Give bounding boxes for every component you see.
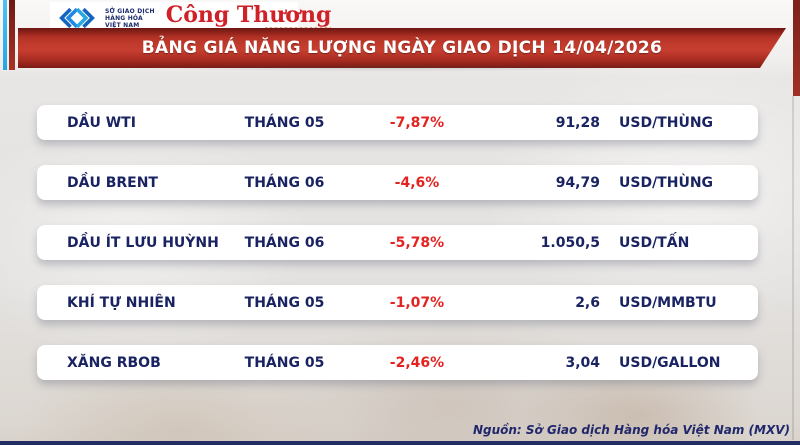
left-cyan-accent-bar xyxy=(3,0,7,70)
title-banner: BẢNG GIÁ NĂNG LƯỢNG NGÀY GIAO DỊCH 14/04… xyxy=(18,28,786,68)
mxv-logo-line1: SỞ GIAO DỊCH xyxy=(105,7,155,15)
price-unit: USD/MMBTU xyxy=(619,294,717,311)
price-row: DẦU BRENT THÁNG 06 -4,6% 94,79 USD/THÙNG xyxy=(37,165,758,200)
change-percent: -5,78% xyxy=(389,234,445,251)
change-percent: -2,46% xyxy=(389,354,445,371)
price-value: 1.050,5 xyxy=(540,234,600,251)
price-unit: USD/GALLON xyxy=(619,354,721,371)
right-edge-line xyxy=(792,96,794,440)
price-value: 94,79 xyxy=(555,174,600,191)
commodity-name: KHÍ TỰ NHIÊN xyxy=(67,294,176,311)
bottom-navy-bar xyxy=(0,441,800,445)
contract-month: THÁNG 06 xyxy=(244,234,325,251)
change-percent: -1,07% xyxy=(389,294,445,311)
price-row: DẦU WTI THÁNG 05 -7,87% 91,28 USD/THÙNG xyxy=(37,105,758,140)
price-value: 3,04 xyxy=(565,354,600,371)
price-row: KHÍ TỰ NHIÊN THÁNG 05 -1,07% 2,6 USD/MMB… xyxy=(37,285,758,320)
commodity-name: DẦU ÍT LƯU HUỲNH xyxy=(67,234,219,251)
price-unit: USD/THÙNG xyxy=(619,114,714,131)
price-value: 91,28 xyxy=(555,114,600,131)
mxv-logo-line3: VIỆT NAM xyxy=(105,21,140,29)
source-note: Nguồn: Sở Giao dịch Hàng hóa Việt Nam (M… xyxy=(472,423,790,437)
price-row: XĂNG RBOB THÁNG 05 -2,46% 3,04 USD/GALLO… xyxy=(37,345,758,380)
left-maroon-accent-bar xyxy=(9,0,15,70)
price-unit: USD/THÙNG xyxy=(619,174,714,191)
change-percent: -4,6% xyxy=(394,174,440,191)
right-maroon-accent-bar xyxy=(793,0,800,96)
change-percent: -7,87% xyxy=(389,114,445,131)
price-table: DẦU WTI THÁNG 05 -7,87% 91,28 USD/THÙNG … xyxy=(37,105,758,380)
mxv-chevron-diamond-icon xyxy=(59,7,95,29)
mxv-logo-text: SỞ GIAO DỊCH HÀNG HÓA VIỆT NAM xyxy=(105,8,155,29)
contract-month: THÁNG 05 xyxy=(244,114,325,131)
congthuong-logo-text: Công Thương xyxy=(165,2,332,28)
price-row: DẦU ÍT LƯU HUỲNH THÁNG 06 -5,78% 1.050,5… xyxy=(37,225,758,260)
commodity-name: XĂNG RBOB xyxy=(67,354,161,371)
mxv-logo-line2: HÀNG HÓA xyxy=(105,14,143,22)
contract-month: THÁNG 05 xyxy=(244,294,325,311)
congthuong-logo: Công Thương xyxy=(166,4,332,32)
price-value: 2,6 xyxy=(575,294,600,311)
commodity-name: DẦU WTI xyxy=(67,114,136,131)
commodity-name: DẦU BRENT xyxy=(67,174,158,191)
title-banner-shadow xyxy=(22,66,762,74)
price-unit: USD/TẤN xyxy=(619,234,690,251)
page-title: BẢNG GIÁ NĂNG LƯỢNG NGÀY GIAO DỊCH 14/04… xyxy=(141,38,663,58)
contract-month: THÁNG 06 xyxy=(244,174,325,191)
contract-month: THÁNG 05 xyxy=(244,354,325,371)
